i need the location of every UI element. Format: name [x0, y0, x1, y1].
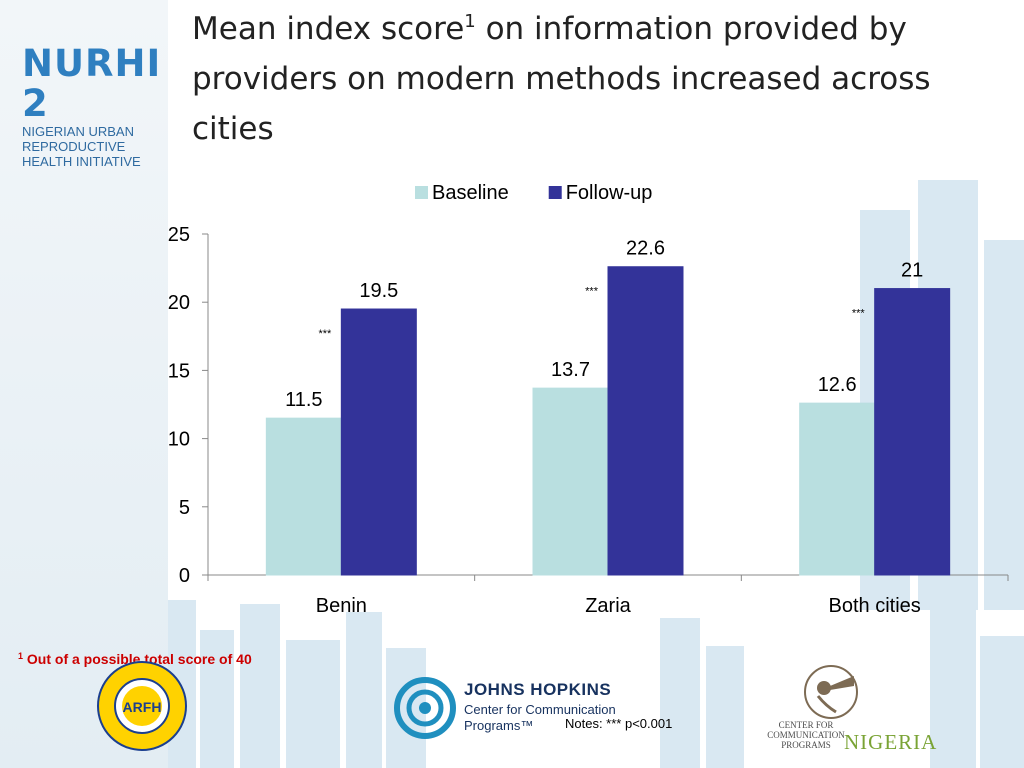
significance-marker: ***	[852, 308, 866, 320]
legend-swatch	[415, 186, 428, 199]
footnote: 1 Out of a possible total score of 40	[18, 651, 252, 667]
significance-marker: ***	[318, 328, 332, 340]
data-label: 22.6	[626, 238, 665, 260]
bar-follow-up	[607, 266, 684, 576]
ccp-logo-text: CENTER FOR COMMUNICATION PROGRAMS	[767, 720, 845, 750]
x-category-label: Zaria	[585, 595, 631, 617]
left-sidebar-panel	[0, 0, 168, 768]
bar-baseline	[532, 387, 609, 576]
nurhi-logo-mark: NURHI 2	[22, 42, 162, 125]
johns-hopkins-subtitle: Center for Communication	[464, 702, 616, 717]
y-tick-label: 0	[179, 565, 190, 587]
slide-title-main: Mean index score	[192, 11, 465, 47]
significance-marker: ***	[585, 286, 599, 298]
legend-swatch	[548, 186, 562, 199]
y-tick-label: 15	[168, 360, 190, 382]
ccp-logo-country: NIGERIA	[844, 730, 938, 754]
data-label: 19.5	[359, 280, 398, 302]
slide-title-superscript: 1	[464, 11, 476, 32]
x-category-label: Both cities	[829, 595, 921, 617]
bar-baseline	[265, 417, 342, 576]
y-tick-label: 5	[179, 497, 190, 519]
legend-label: Follow-up	[566, 182, 653, 204]
trumpeter-emblem-icon	[804, 665, 858, 719]
johns-hopkins-mark-icon	[394, 677, 456, 739]
ccp-nigeria-logo: CENTER FOR COMMUNICATION PROGRAMS NIGERI…	[766, 662, 936, 754]
bar-follow-up	[874, 288, 951, 576]
data-label: 21	[901, 260, 923, 282]
y-tick-label: 20	[168, 292, 190, 314]
nurhi-logo-line: REPRODUCTIVE	[22, 139, 126, 154]
y-tick-label: 25	[168, 224, 190, 246]
footnote-marker: 1	[18, 651, 24, 661]
nurhi-logo-line: NIGERIAN URBAN	[22, 124, 134, 139]
slide-title: Mean index score1 on information provide…	[192, 4, 992, 154]
x-category-label: Benin	[316, 595, 367, 617]
footnote-text: Out of a possible total score of 40	[26, 651, 252, 667]
nurhi-logo-line: HEALTH INITIATIVE	[22, 154, 141, 169]
johns-hopkins-name: JOHNS HOPKINS	[464, 680, 612, 699]
slide-title-rest: on information provided by providers on …	[192, 11, 931, 147]
johns-hopkins-logo: JOHNS HOPKINS Center for Communication P…	[392, 672, 642, 742]
bar-follow-up	[340, 308, 417, 576]
significance-notes: Notes: *** p<0.001	[565, 716, 673, 731]
data-label: 11.5	[285, 389, 322, 411]
y-tick-label: 10	[168, 429, 190, 451]
data-label: 13.7	[551, 359, 590, 381]
nurhi-logo: NURHI 2 NIGERIAN URBAN REPRODUCTIVE HEAL…	[22, 42, 162, 170]
legend-label: Baseline	[432, 182, 509, 204]
arfh-logo-text: ARFH	[123, 699, 162, 715]
johns-hopkins-subtitle: Programs™	[464, 718, 534, 733]
data-label: 12.6	[818, 374, 857, 396]
bar-baseline	[799, 402, 876, 576]
arfh-logo: ARFH	[97, 661, 187, 751]
